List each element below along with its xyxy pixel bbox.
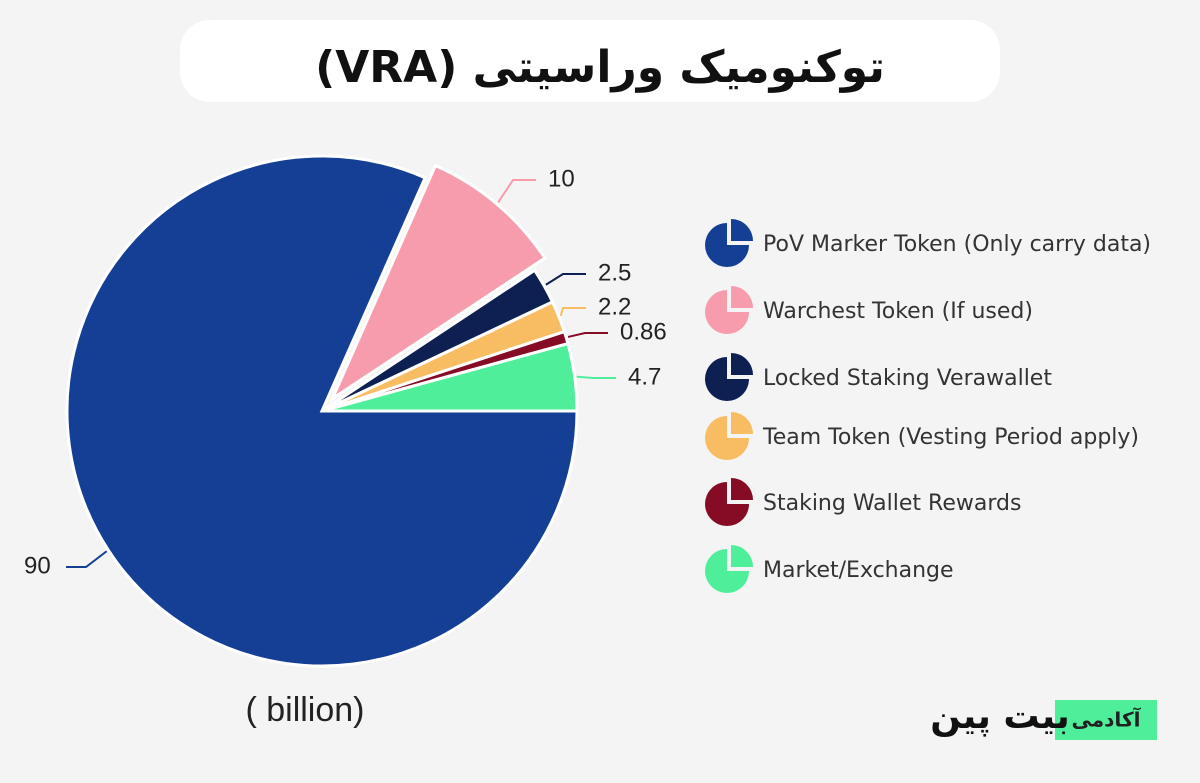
legend-icon [705,416,749,460]
data-label: 2.5 [598,259,631,286]
data-label: 2.2 [598,293,631,320]
legend-icon [731,412,753,434]
unit-label: ( billion) [245,691,364,729]
pie-slice [321,268,555,413]
legend-icon [731,545,753,567]
legend-icon [731,353,753,375]
legend-label: Team Token (Vesting Period apply) [762,425,1139,450]
legend-label: Locked Staking Verawallet [763,366,1052,391]
legend-icon [705,223,749,267]
title-box [180,20,1000,102]
legend-label: Market/Exchange [763,558,954,583]
legend-icon [705,549,749,593]
legend-label: PoV Marker Token (Only carry data) [763,232,1151,257]
legend-label: Warchest Token (If used) [763,299,1033,324]
legend-icon [731,219,753,241]
legend-icon [731,478,753,500]
data-label: 4.7 [628,363,661,390]
data-label: 10 [548,165,575,192]
data-label: 0.86 [620,318,667,345]
data-label: 90 [24,552,51,579]
brand-name: بیت پین [930,696,1069,737]
pie-slice [65,154,579,668]
brand-label: آکادمی [1072,707,1142,732]
legend-icon [731,286,753,308]
brand-box [1055,700,1157,740]
leader-line [497,179,536,203]
leader-line [559,307,586,317]
leader-line [576,375,616,379]
pie-slice [328,163,548,403]
leader-line [66,550,108,568]
legend-label: Staking Wallet Rewards [763,491,1021,516]
legend-icon [705,482,749,526]
legend-icon [705,357,749,401]
leader-line [567,332,608,338]
leader-line [545,273,586,286]
chart-title: توکنومیک وراسیتی (VRA) [315,42,885,93]
legend-icon [705,290,749,334]
